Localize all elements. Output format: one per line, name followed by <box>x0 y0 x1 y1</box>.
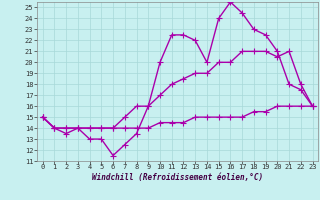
X-axis label: Windchill (Refroidissement éolien,°C): Windchill (Refroidissement éolien,°C) <box>92 173 263 182</box>
